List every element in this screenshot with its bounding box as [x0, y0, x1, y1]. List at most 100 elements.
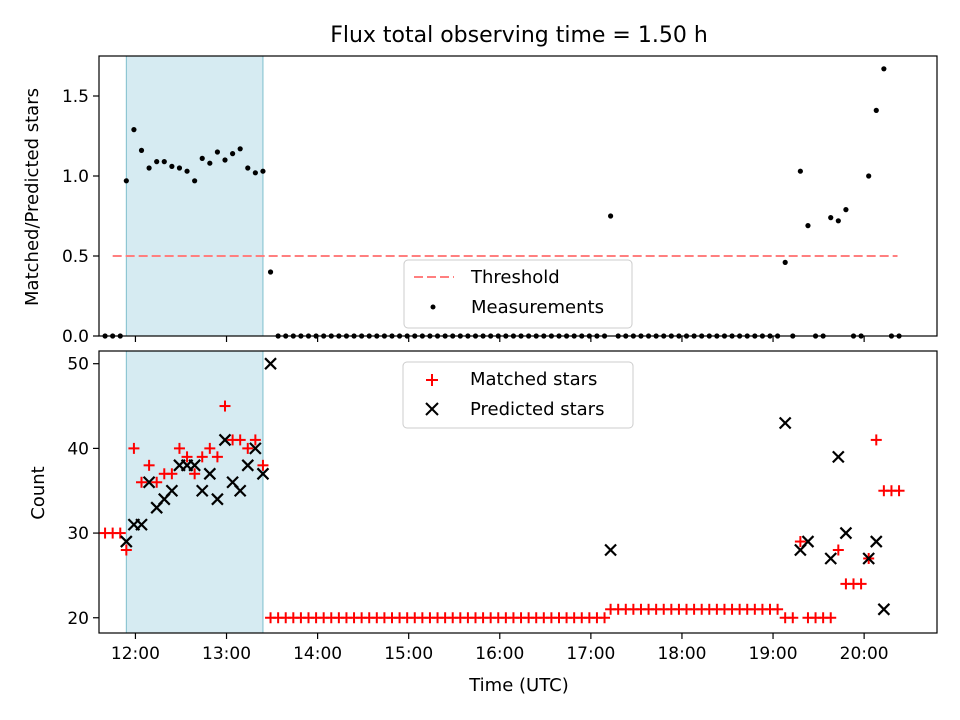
predicted-star-point — [120, 535, 133, 548]
measurement-point — [866, 173, 872, 179]
measurement-point — [123, 178, 129, 184]
matched-star-point — [120, 544, 132, 556]
matched-star-point — [204, 442, 216, 454]
measurement-point — [608, 213, 614, 219]
measurement-point — [207, 160, 213, 166]
matched-star-point — [181, 451, 193, 463]
count-x-tick-label: 20:00 — [840, 644, 889, 664]
ratio-shaded-interval — [125, 55, 264, 337]
predicted-stars-series — [120, 357, 891, 616]
ratio-y-tick-label: 0.5 — [62, 247, 89, 267]
matched-star-point — [151, 476, 163, 488]
x-axis-label: Time (UTC) — [468, 675, 569, 696]
measurement-point — [176, 165, 183, 171]
matched-star-point — [257, 459, 269, 471]
predicted-star-point — [203, 467, 217, 481]
matched-star-point — [219, 400, 231, 412]
ratio-legend: Threshold Measurements — [403, 259, 633, 329]
matched-star-point — [832, 544, 844, 556]
ratio-y-axis: 0.0 0.5 1.0 1.5 — [62, 87, 99, 347]
measurement-point — [828, 215, 834, 221]
count-y-axis: 20 30 40 50 — [67, 355, 99, 629]
predicted-star-point — [142, 475, 156, 489]
count-x-axis: 12:00 13:00 14:00 15:00 16:00 17:00 18:00 19:00… — [111, 633, 889, 664]
matched-star-point — [143, 459, 155, 471]
matched-star-point — [772, 603, 784, 615]
measurement-point — [169, 163, 175, 169]
measurement-point — [214, 149, 221, 155]
count-x-tick-label: 14:00 — [293, 644, 342, 664]
matched-star-point — [787, 612, 799, 624]
count-x-tick-label: 18:00 — [657, 644, 706, 664]
matched-star-point — [794, 536, 806, 548]
predicted-star-point — [264, 357, 277, 370]
legend-measurements-swatch — [430, 304, 436, 310]
measurement-point — [199, 155, 205, 161]
predicted-star-point — [165, 484, 179, 498]
matched-star-point — [825, 612, 837, 624]
count-y-tick-label: 20 — [67, 609, 89, 629]
matched-star-point — [166, 468, 178, 480]
measurement-point — [184, 168, 190, 174]
measurement-point — [154, 159, 160, 165]
measurement-point — [267, 269, 274, 275]
measurement-point — [146, 165, 152, 171]
ratio-y-tick-label: 0.0 — [62, 327, 89, 347]
matched-star-point — [173, 442, 185, 454]
predicted-star-point — [604, 543, 617, 557]
measurement-point — [252, 170, 258, 176]
matched-star-point — [189, 468, 201, 480]
predicted-star-point — [839, 526, 853, 540]
predicted-star-point — [801, 535, 815, 548]
predicted-star-point — [824, 552, 838, 565]
ratio-y-tick-label: 1.5 — [62, 87, 89, 107]
matched-star-point — [870, 434, 882, 446]
count-x-tick-label: 12:00 — [111, 644, 160, 664]
measurement-point — [805, 223, 811, 229]
legend-predicted-swatch — [425, 402, 439, 416]
predicted-star-point — [877, 603, 891, 616]
matched-star-point — [128, 442, 140, 454]
matched-star-point — [855, 578, 867, 590]
ratio-plot-frame — [98, 55, 938, 337]
measurement-point — [237, 146, 243, 152]
count-y-tick-label: 40 — [67, 439, 89, 459]
ratio-y-tick-label: 1.0 — [62, 167, 89, 187]
legend-predicted-label: Predicted stars — [470, 399, 604, 420]
predicted-star-point — [233, 484, 247, 498]
measurement-point — [192, 178, 198, 184]
ratio-y-axis-label: Matched/Predicted stars — [22, 88, 43, 306]
figure-title: Flux total observing time = 1.50 h — [330, 23, 708, 48]
matched-star-point — [234, 434, 246, 446]
measurement-point — [835, 218, 841, 224]
predicted-star-point — [778, 416, 792, 430]
measurement-point — [881, 66, 887, 72]
measurement-point — [797, 168, 803, 174]
measurement-point — [138, 147, 145, 153]
measurement-point — [161, 159, 167, 165]
predicted-star-point — [256, 467, 270, 481]
count-x-tick-label: 16:00 — [475, 644, 524, 664]
predicted-star-point — [195, 484, 209, 498]
predicted-star-point — [249, 442, 262, 455]
matched-star-point — [196, 451, 208, 463]
measurement-point — [873, 107, 879, 113]
measurement-point — [131, 127, 137, 133]
matched-star-point — [893, 485, 905, 497]
legend-measurements-label: Measurements — [471, 297, 604, 318]
count-x-tick-label: 17:00 — [566, 644, 615, 664]
legend-matched-label: Matched stars — [470, 369, 597, 390]
predicted-star-point — [218, 433, 232, 447]
measurement-point — [843, 207, 849, 213]
matched-star-point — [249, 434, 261, 446]
measurement-point — [222, 157, 228, 163]
matched-star-point — [242, 442, 254, 454]
predicted-star-point — [211, 492, 224, 506]
count-plot-frame — [98, 350, 938, 634]
predicted-star-point — [135, 518, 148, 531]
ratio-legend-box — [403, 259, 633, 329]
predicted-star-point — [869, 535, 883, 548]
count-y-axis-label: Count — [28, 466, 49, 519]
count-legend: Matched stars Predicted stars — [402, 361, 634, 429]
